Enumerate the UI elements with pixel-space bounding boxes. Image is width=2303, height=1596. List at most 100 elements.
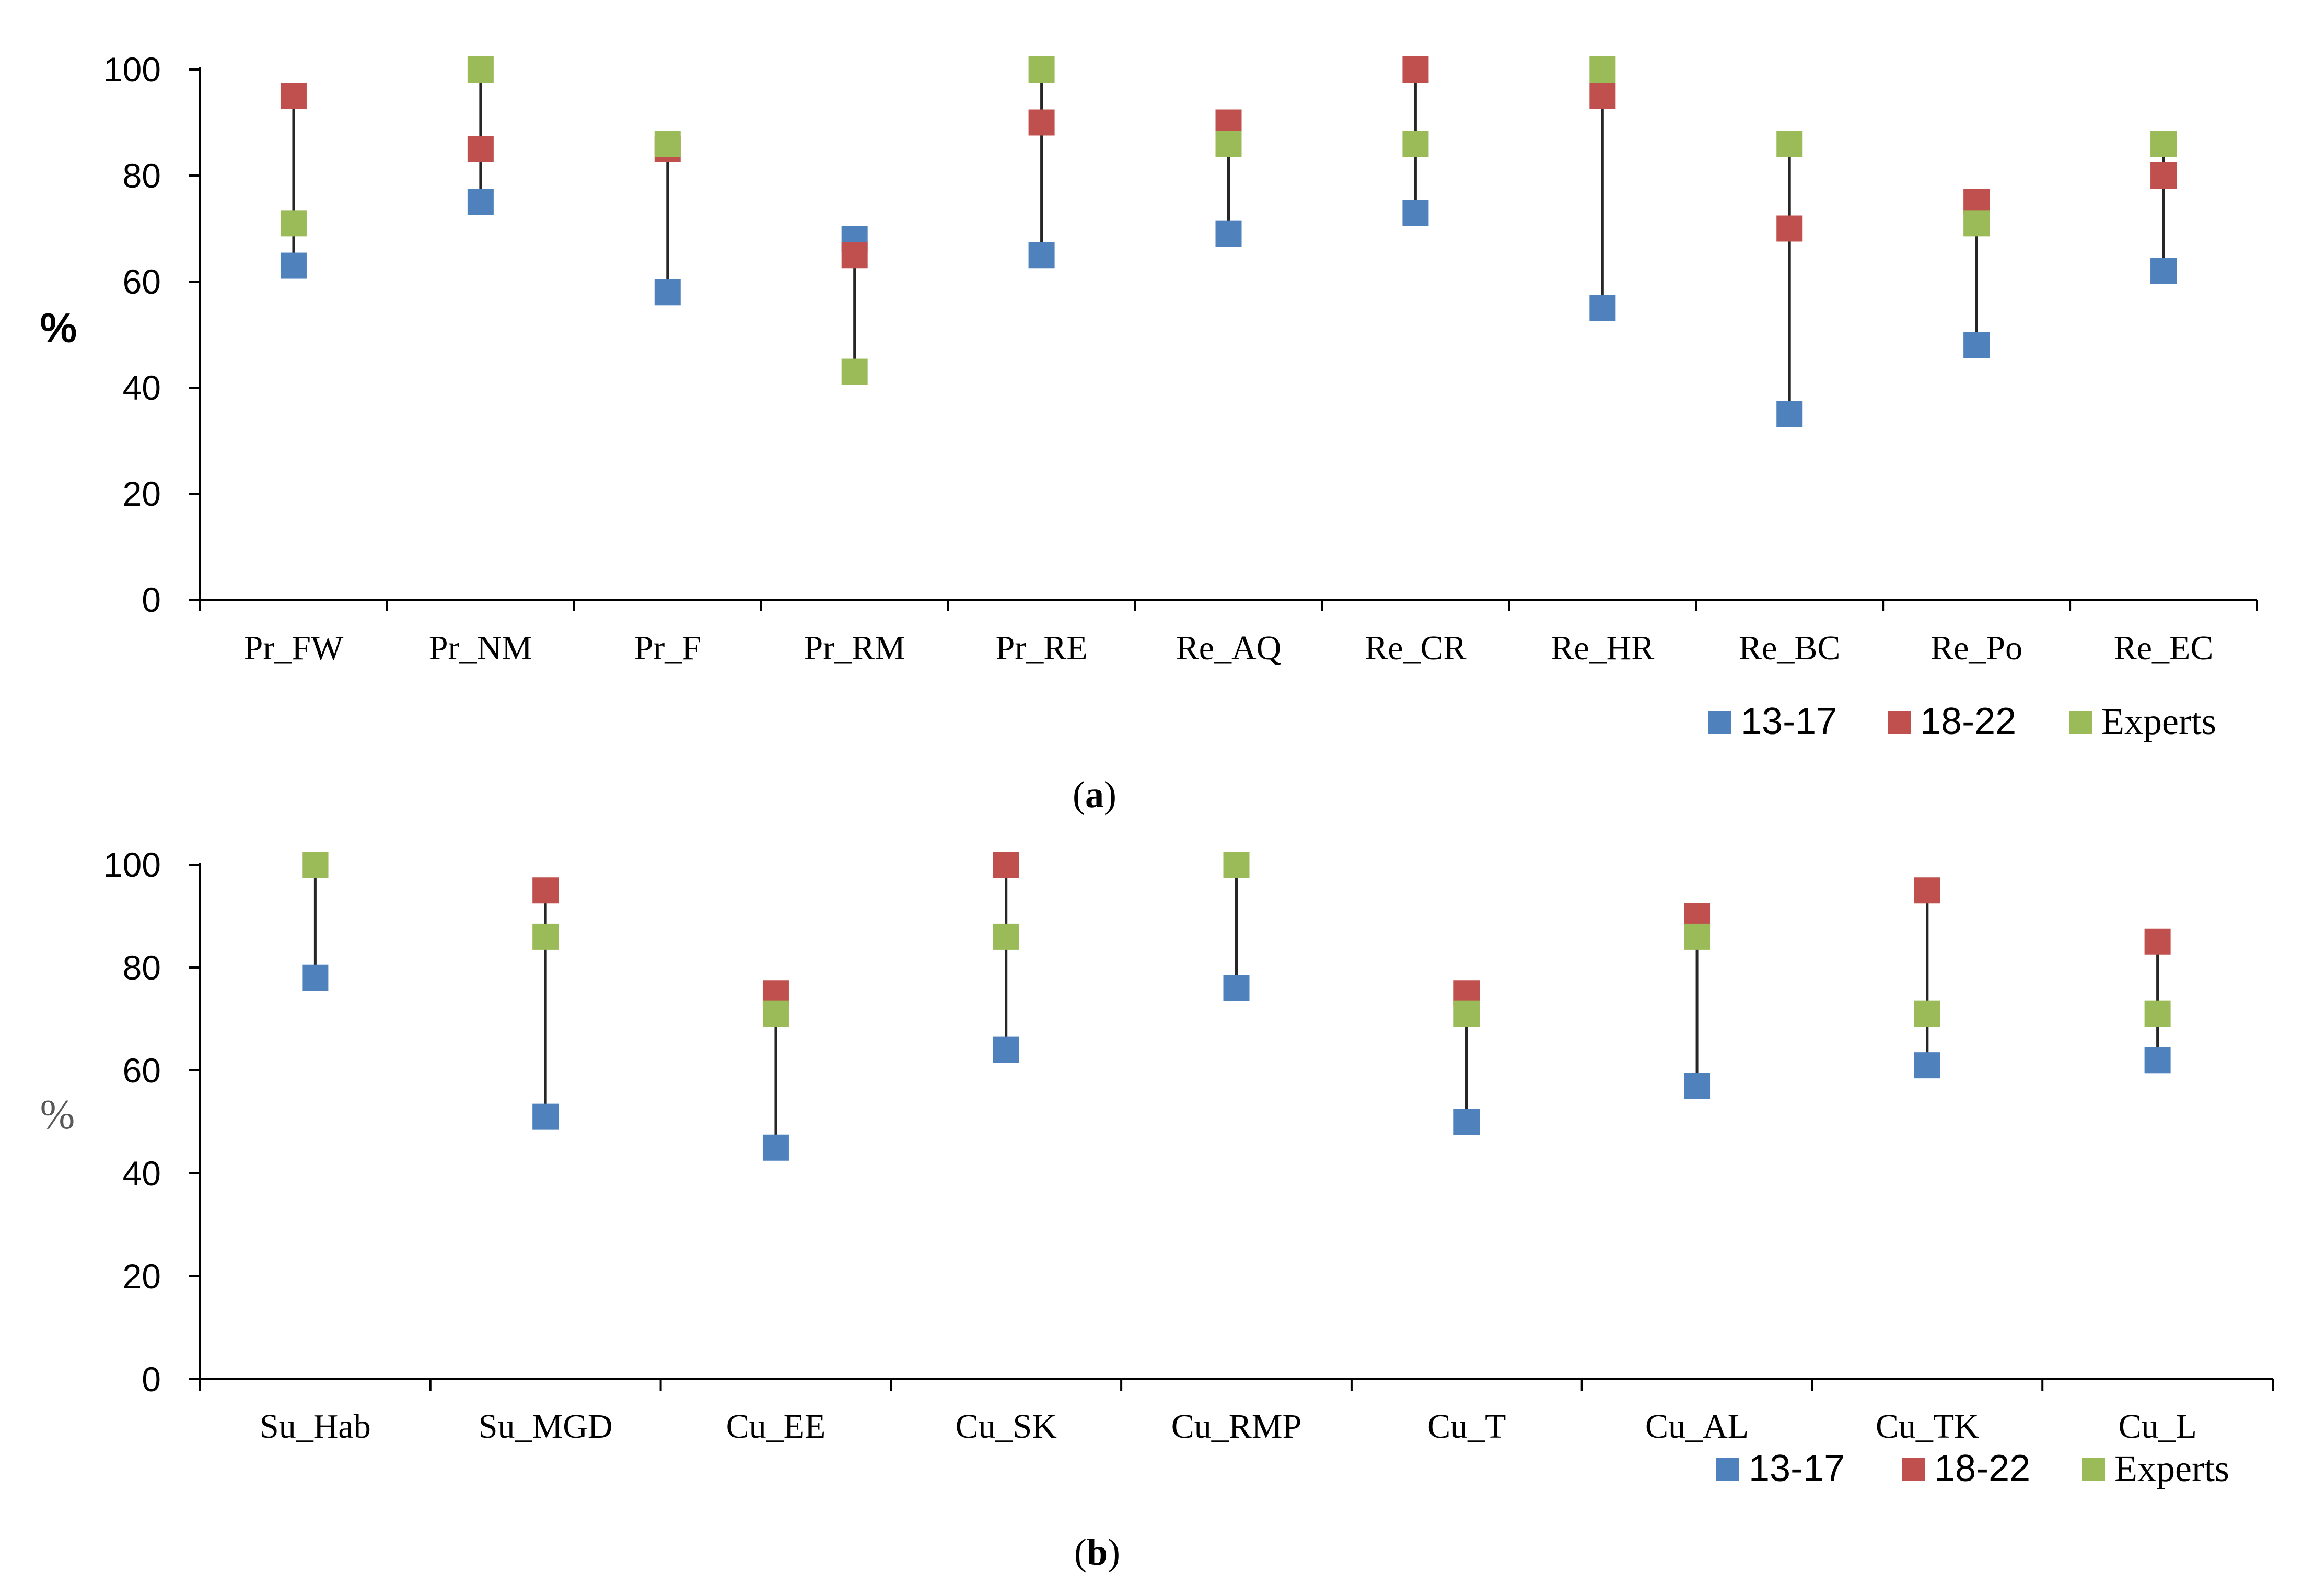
- data-point: [1028, 109, 1055, 136]
- data-point: [1215, 220, 1242, 247]
- legend: 13-17 18-22 Experts: [1716, 1448, 2229, 1489]
- chart-panel-b: 0 20 40 60 80 100 Su_Hab Su_MGD Cu_EE Cu_SK Cu_RMP…: [40, 845, 2274, 1573]
- y-tick-label: 20: [123, 474, 161, 513]
- chart-panel-a: 0 20 40 60 80 100 Pr_FW Pr_NM Pr_F Pr_RM Pr_RE Re_A…: [40, 50, 2258, 816]
- y-tick-label: 0: [142, 1360, 161, 1399]
- y-axis-title: %: [40, 1092, 75, 1138]
- data-point: [1776, 131, 1803, 157]
- data-point: [1402, 56, 1429, 83]
- x-tick-label: Cu_RMP: [1171, 1407, 1301, 1446]
- data-point: [1914, 877, 1940, 904]
- data-point: [1914, 1052, 1940, 1079]
- x-tick-label: Re_CR: [1365, 629, 1466, 667]
- legend-swatch: [2082, 1458, 2105, 1481]
- data-point: [1776, 215, 1803, 242]
- legend-swatch: [1888, 711, 1911, 734]
- data-point: [1963, 332, 1990, 358]
- legend-label: Experts: [2101, 701, 2216, 742]
- x-tick-label: Cu_TK: [1876, 1407, 1979, 1446]
- y-tick-label: 20: [123, 1257, 161, 1296]
- data-point: [302, 852, 329, 878]
- x-tick-label: Pr_RE: [996, 629, 1088, 667]
- legend-swatch: [2069, 711, 2092, 734]
- legend-label: 13-17: [1741, 701, 1837, 742]
- data-point: [2150, 258, 2177, 284]
- caption-open: (: [1073, 774, 1085, 816]
- data-point: [762, 1134, 789, 1161]
- y-tick-label: 100: [103, 845, 161, 884]
- data-point: [1684, 1073, 1711, 1099]
- x-tick-label: Re_EC: [2114, 629, 2214, 667]
- data-point: [1589, 83, 1616, 109]
- x-tick-label: Cu_L: [2118, 1407, 2196, 1446]
- legend-label: 18-22: [1934, 1448, 2030, 1489]
- legend: 13-17 18-22 Experts: [1708, 701, 2216, 742]
- data-point: [841, 358, 868, 385]
- data-point: [532, 877, 559, 904]
- series-experts: [302, 852, 2171, 1027]
- x-tick-label: Pr_FW: [244, 629, 344, 667]
- x-tick-label: Su_MGD: [479, 1407, 613, 1446]
- x-tick-label: Cu_SK: [956, 1407, 1057, 1446]
- data-point: [1402, 200, 1429, 226]
- caption-letter: b: [1087, 1531, 1108, 1573]
- x-tick-label: Re_BC: [1739, 629, 1840, 667]
- data-point: [2144, 1047, 2171, 1074]
- x-tick-label: Su_Hab: [260, 1407, 371, 1446]
- x-tick-label: Cu_EE: [726, 1407, 826, 1446]
- legend-label: 13-17: [1749, 1448, 1845, 1489]
- data-point: [654, 131, 681, 157]
- data-point: [302, 964, 329, 991]
- x-tick-label: Pr_RM: [804, 629, 905, 667]
- data-point: [762, 1000, 789, 1027]
- series-experts: [280, 56, 2177, 385]
- y-tick-label: 40: [123, 1154, 161, 1193]
- caption-letter: a: [1085, 774, 1104, 816]
- data-point: [532, 923, 559, 950]
- data-point: [532, 1103, 559, 1130]
- y-tick-label: 40: [123, 368, 161, 407]
- x-tick-label: Pr_F: [634, 629, 701, 667]
- legend-label: 18-22: [1920, 701, 2016, 742]
- y-tick-label: 60: [123, 1051, 161, 1090]
- x-tick-label: Re_HR: [1551, 629, 1654, 667]
- data-point: [1028, 56, 1055, 83]
- y-tick-label: 0: [142, 580, 161, 619]
- data-point: [1028, 242, 1055, 269]
- legend-swatch: [1902, 1458, 1925, 1481]
- y-tick-label: 80: [123, 948, 161, 987]
- x-tick-label: Cu_T: [1427, 1407, 1506, 1446]
- data-point: [1453, 1000, 1480, 1027]
- data-point: [1589, 295, 1616, 321]
- data-point: [2150, 131, 2177, 157]
- y-tick-label: 80: [123, 156, 161, 195]
- series-13-17: [280, 189, 2177, 427]
- data-point: [467, 189, 494, 215]
- data-point: [467, 56, 494, 83]
- data-point: [280, 83, 307, 109]
- y-axis-title: %: [40, 305, 77, 351]
- data-point: [1453, 1109, 1480, 1135]
- x-tick-label: Pr_NM: [429, 629, 532, 667]
- legend-swatch: [1716, 1458, 1739, 1481]
- data-point: [1914, 1000, 1940, 1027]
- data-point: [1215, 131, 1242, 157]
- data-point: [993, 852, 1019, 878]
- panel-caption: (b): [1074, 1531, 1120, 1573]
- x-tick-label: Cu_AL: [1645, 1407, 1749, 1446]
- caption-close: ): [1108, 1531, 1120, 1573]
- data-point: [993, 923, 1019, 950]
- y-tick-label: 100: [103, 50, 161, 89]
- x-tick-label: Re_Po: [1930, 629, 2022, 667]
- data-point: [2150, 162, 2177, 189]
- caption-open: (: [1074, 1531, 1087, 1573]
- data-point: [1963, 210, 1990, 237]
- data-point: [1776, 401, 1803, 427]
- data-point: [993, 1036, 1019, 1063]
- legend-label: Experts: [2114, 1448, 2229, 1489]
- data-point: [2144, 928, 2171, 955]
- panel-caption: (a): [1073, 774, 1116, 816]
- legend-swatch: [1708, 711, 1731, 734]
- x-tick-label: Re_AQ: [1176, 629, 1282, 667]
